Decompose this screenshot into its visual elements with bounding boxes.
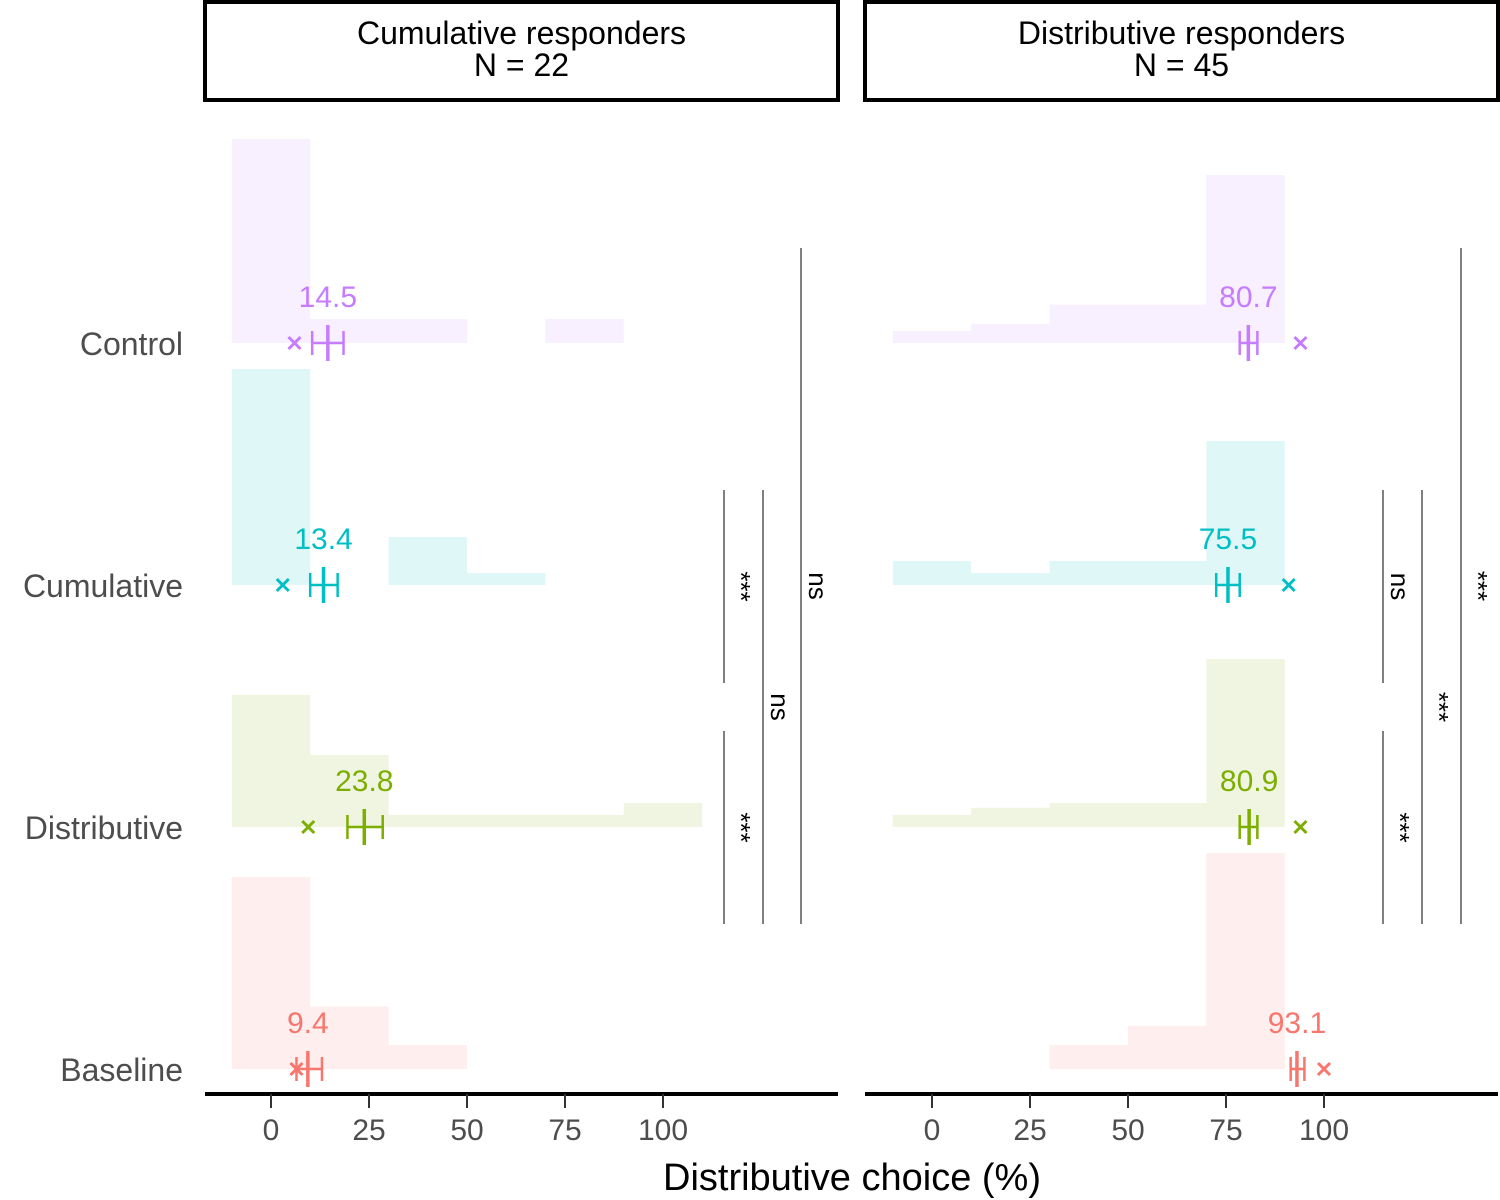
sig-label: ns — [1385, 573, 1415, 600]
hist-bar — [1049, 304, 1128, 343]
hist-bar — [623, 803, 703, 827]
strip-title: Distributive responders — [1018, 15, 1345, 51]
hist-bar — [1206, 175, 1285, 343]
sig-label: ns — [765, 693, 795, 720]
hist-bar — [388, 1045, 467, 1069]
x-axis-title: Distributive choice (%) — [663, 1157, 1041, 1199]
sig-bracket: ns — [762, 490, 795, 924]
median-marker — [1293, 335, 1308, 351]
group-distributive: 23.8 — [231, 695, 703, 845]
sig-label: *** — [726, 812, 756, 842]
hist-bar — [1206, 659, 1285, 827]
hist-bar — [388, 319, 467, 343]
sig-label: ns — [803, 572, 833, 599]
x-tick-label: 50 — [1111, 1114, 1144, 1147]
hist-bar — [467, 815, 546, 827]
median-marker — [287, 335, 302, 351]
y-label-distributive: Distributive — [25, 810, 183, 846]
hist-bar — [1128, 561, 1207, 585]
sig-bracket: *** — [1421, 490, 1454, 924]
sig-bracket: *** — [1382, 731, 1415, 924]
hist-bar — [388, 537, 467, 585]
sig-bracket: *** — [723, 731, 756, 924]
mean-label: 93.1 — [1268, 1007, 1326, 1040]
hist-bar — [231, 369, 311, 585]
hist-bar — [1206, 441, 1285, 585]
strip-box — [203, 0, 840, 102]
x-tick-label: 25 — [352, 1114, 385, 1147]
median-marker — [1293, 819, 1308, 835]
strip-box — [863, 0, 1500, 102]
y-label-cumulative: Cumulative — [23, 568, 183, 604]
hist-bar — [545, 815, 624, 827]
median-marker — [1281, 577, 1296, 593]
group-cumulative: 75.5 — [892, 441, 1296, 603]
group-baseline: 9.4 — [231, 877, 467, 1087]
group-control: 80.7 — [892, 175, 1308, 361]
strip-subtitle: N = 45 — [1134, 47, 1229, 83]
x-tick-label: 100 — [638, 1114, 688, 1147]
mean-label: 9.4 — [287, 1007, 329, 1040]
mean-label: 23.8 — [335, 765, 393, 798]
group-distributive: 80.9 — [892, 659, 1308, 845]
hist-bar — [388, 815, 467, 827]
hist-bar — [1206, 853, 1285, 1069]
x-tick-label: 25 — [1013, 1114, 1046, 1147]
hist-bar — [1128, 803, 1207, 827]
hist-bar — [971, 573, 1050, 585]
x-tick-label: 0 — [263, 1114, 280, 1147]
sig-bracket: ns — [800, 248, 833, 924]
hist-bar — [231, 139, 311, 343]
hist-bar — [1049, 1045, 1128, 1069]
x-tick-label: 50 — [450, 1114, 483, 1147]
hist-bar — [892, 815, 972, 827]
sig-label: *** — [1385, 812, 1415, 842]
mean-label: 75.5 — [1199, 523, 1257, 556]
sig-label: *** — [1424, 692, 1454, 722]
x-tick-label: 75 — [548, 1114, 581, 1147]
y-label-baseline: Baseline — [60, 1052, 183, 1088]
y-label-control: Control — [80, 326, 183, 362]
hist-bar — [310, 755, 389, 827]
hist-bar — [1128, 304, 1207, 343]
hist-bar — [971, 323, 1050, 343]
hist-bar — [310, 319, 389, 343]
mean-label: 80.9 — [1220, 765, 1278, 798]
y-axis-labels: Control Cumulative Distributive Baseline — [23, 326, 183, 1088]
median-marker — [301, 819, 316, 835]
hist-bar — [310, 1006, 389, 1069]
sig-bracket: *** — [1460, 248, 1493, 924]
strip-subtitle: N = 22 — [474, 47, 569, 83]
x-tick-label: 100 — [1299, 1114, 1349, 1147]
strip-title: Cumulative responders — [357, 15, 686, 51]
hist-bar — [231, 877, 311, 1069]
group-cumulative: 13.4 — [231, 369, 546, 603]
hist-bar — [545, 319, 624, 343]
hist-bar — [231, 695, 311, 827]
x-tick-label: 0 — [924, 1114, 941, 1147]
hist-bar — [1049, 803, 1128, 827]
hist-bar — [892, 561, 972, 585]
median-marker — [1316, 1061, 1332, 1077]
sig-bracket: *** — [723, 490, 756, 683]
sig-label: *** — [726, 571, 756, 601]
sig-bracket: ns — [1382, 490, 1415, 683]
hist-bar — [467, 573, 546, 585]
sig-label: *** — [1463, 571, 1493, 601]
hist-bar — [971, 807, 1050, 827]
median-marker — [275, 577, 290, 593]
mean-label: 80.7 — [1219, 281, 1277, 314]
mean-label: 13.4 — [294, 523, 352, 556]
group-control: 14.5 — [231, 139, 624, 361]
group-baseline: 93.1 — [1049, 853, 1332, 1087]
hist-bar — [892, 331, 972, 343]
mean-label: 14.5 — [299, 281, 357, 314]
x-tick-label: 75 — [1209, 1114, 1242, 1147]
hist-bar — [1128, 1025, 1207, 1069]
hist-bar — [1049, 561, 1128, 585]
